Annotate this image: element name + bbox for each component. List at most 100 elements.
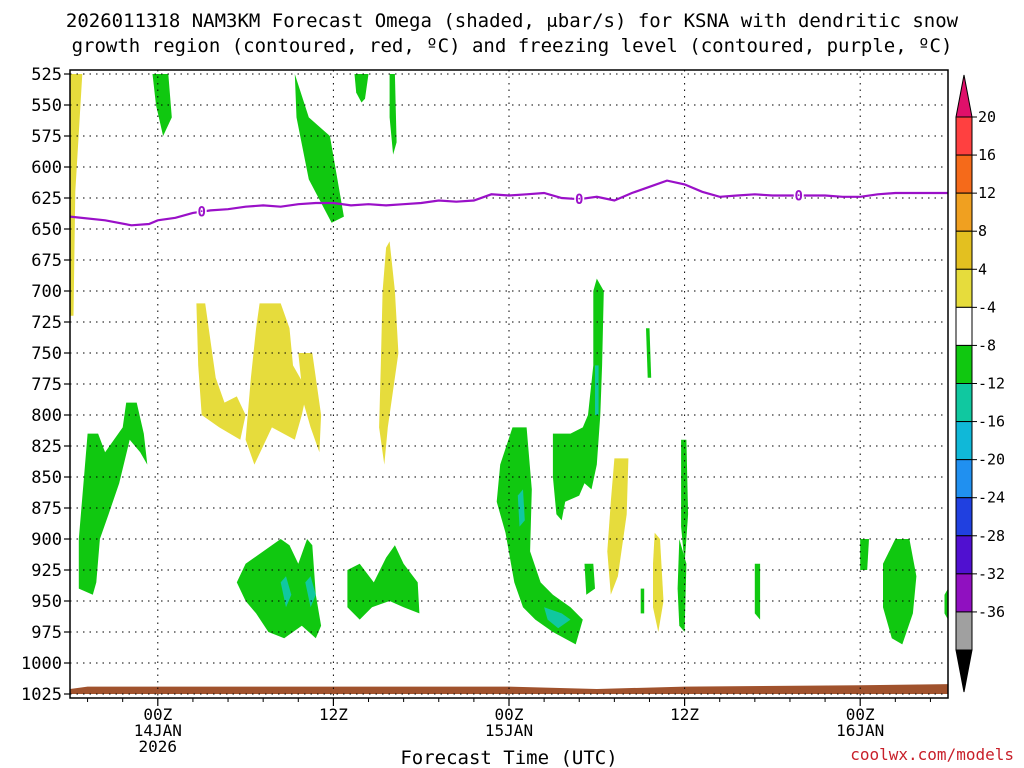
omega-shaded-regions <box>70 74 948 645</box>
x-tick-label-0-1: 14JAN <box>134 721 182 740</box>
y-axis-pressure-ticks: 525 550 575 600 625 650 675 700 725 750 775 800 825 8… <box>21 65 70 705</box>
terrain-layer <box>70 684 948 694</box>
y-tick-label-675: 675 <box>31 251 62 271</box>
y-tick-label-800: 800 <box>31 406 62 426</box>
omega-region-21 <box>595 365 599 415</box>
omega-region-2 <box>294 74 344 223</box>
omega-region-19 <box>552 278 604 521</box>
x-tick-label-30-0: 12Z <box>670 705 699 724</box>
y-tick-label-875: 875 <box>31 499 62 519</box>
omega-region-10 <box>653 532 664 632</box>
y-tick-label-925: 925 <box>31 561 62 581</box>
colorbar-swatch-12 <box>955 573 973 613</box>
omega-region-12 <box>236 539 322 639</box>
colorbar-label-2: 12 <box>978 184 996 202</box>
y-tick-label-525: 525 <box>31 65 62 85</box>
omega-region-5 <box>196 303 246 440</box>
y-tick-label-725: 725 <box>31 313 62 333</box>
freezing-level-line <box>69 179 948 227</box>
x-tick-label-0-2: 2026 <box>139 737 178 756</box>
colorbar-label-10: -24 <box>978 489 1005 507</box>
omega-region-29 <box>944 588 948 620</box>
omega-region-27 <box>860 539 869 570</box>
terrain-fill <box>70 684 948 694</box>
x-tick-label-10-0: 12Z <box>319 705 348 724</box>
colorbar-swatch-5 <box>955 306 973 346</box>
colorbar-swatch-9 <box>955 459 973 499</box>
omega-region-17 <box>517 489 525 527</box>
y-tick-label-1025: 1025 <box>21 685 62 705</box>
colorbar-swatch-0 <box>955 116 973 156</box>
omega-region-3 <box>354 74 369 103</box>
colorbar-label-0: 20 <box>978 108 996 126</box>
y-tick-label-900: 900 <box>31 530 62 550</box>
colorbar-swatch-10 <box>955 497 973 537</box>
freezing-label-bg-1 <box>574 191 585 206</box>
colorbar-label-13: -36 <box>978 603 1005 621</box>
freezing-level-contour: 0 0 0 <box>69 179 948 227</box>
colorbar-swatch-8 <box>955 421 973 461</box>
colorbar-label-1: 16 <box>978 146 996 164</box>
x-tick-label-20-1: 15JAN <box>485 721 533 740</box>
omega-region-4 <box>389 74 397 155</box>
colorbar-label-5: -4 <box>978 298 996 316</box>
colorbar-swatch-13 <box>955 611 973 651</box>
grid-lines <box>70 70 948 698</box>
x-tick-label-40-1: 16JAN <box>836 721 884 740</box>
y-tick-label-775: 775 <box>31 375 62 395</box>
y-tick-label-600: 600 <box>31 158 62 178</box>
x-tick-label-20-0: 00Z <box>495 705 524 724</box>
credit-text: coolwx.com/models <box>850 745 1014 764</box>
omega-region-16 <box>496 427 583 645</box>
chart-title-line2: growth region (contoured, red, ºC) and f… <box>72 35 953 57</box>
colorbar-label-11: -28 <box>978 527 1005 545</box>
omega-region-6 <box>245 303 308 465</box>
colorbar-label-9: -20 <box>978 451 1005 469</box>
y-tick-label-825: 825 <box>31 437 62 457</box>
omega-region-20 <box>584 563 595 595</box>
freezing-level-label-1: 0 <box>575 192 583 208</box>
colorbar-swatch-2 <box>955 192 973 232</box>
x-tick-label-0-0: 00Z <box>143 705 172 724</box>
omega-region-26 <box>754 563 761 620</box>
y-tick-label-650: 650 <box>31 220 62 240</box>
omega-region-14 <box>305 576 316 608</box>
omega-region-28 <box>883 539 917 645</box>
omega-region-24 <box>677 539 687 632</box>
colorbar-label-8: -16 <box>978 413 1005 431</box>
omega-region-7 <box>298 353 322 453</box>
omega-region-0 <box>70 74 83 316</box>
freezing-level-label-0: 0 <box>197 205 205 221</box>
x-axis-label: Forecast Time (UTC) <box>400 747 617 768</box>
y-tick-label-750: 750 <box>31 344 62 364</box>
y-tick-label-575: 575 <box>31 127 62 147</box>
colorbar-swatch-1 <box>955 154 973 194</box>
omega-region-9 <box>607 458 629 595</box>
colorbar-label-3: 8 <box>978 222 987 240</box>
freezing-label-bg-2 <box>793 187 804 202</box>
colorbar-bottom-arrow <box>955 649 973 693</box>
colorbar-swatch-3 <box>955 230 973 270</box>
colorbar-swatch-6 <box>955 344 973 384</box>
y-tick-label-850: 850 <box>31 468 62 488</box>
y-tick-label-625: 625 <box>31 189 62 209</box>
freezing-label-bg-0 <box>196 203 207 218</box>
colorbar-label-7: -12 <box>978 375 1005 393</box>
omega-region-11 <box>78 402 148 595</box>
colorbar-label-6: -8 <box>978 336 996 354</box>
colorbar-label-12: -32 <box>978 565 1005 583</box>
y-tick-label-550: 550 <box>31 96 62 116</box>
y-tick-label-950: 950 <box>31 592 62 612</box>
y-tick-label-700: 700 <box>31 282 62 302</box>
colorbar-swatch-4 <box>955 268 973 308</box>
chart-title-line1: 2026011318 NAM3KM Forecast Omega (shaded… <box>66 10 959 32</box>
omega-region-13 <box>280 576 292 608</box>
x-tick-label-40-0: 00Z <box>846 705 875 724</box>
omega-region-15 <box>347 545 420 620</box>
omega-region-18 <box>544 607 571 629</box>
freezing-level-label-2: 0 <box>795 189 803 205</box>
y-tick-label-975: 975 <box>31 623 62 643</box>
colorbar-swatch-11 <box>955 535 973 575</box>
